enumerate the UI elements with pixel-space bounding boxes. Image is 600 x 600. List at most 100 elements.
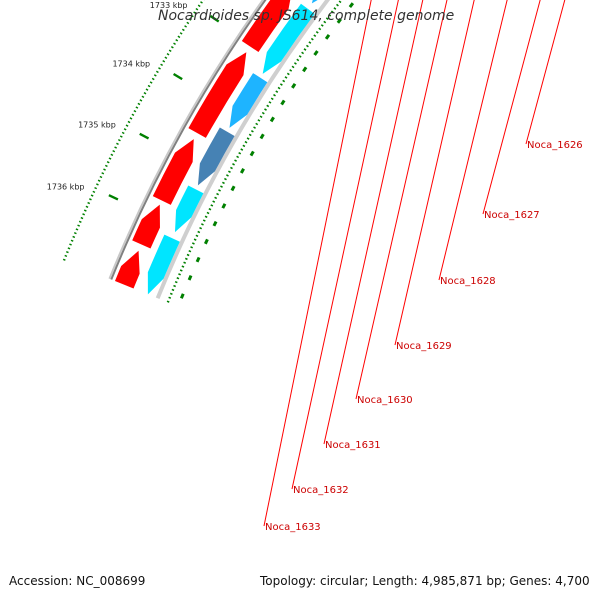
gc-dash — [193, 238, 197, 241]
gc-dash — [101, 172, 105, 175]
gc-dash — [181, 28, 185, 32]
gc-dash — [183, 261, 187, 264]
gc-dash — [242, 144, 246, 148]
gc-dash — [179, 32, 183, 35]
gc-skew-dash — [212, 220, 218, 227]
reverse-gene-2 — [174, 185, 204, 233]
gc-dash — [168, 296, 172, 299]
gc-dash — [212, 200, 216, 203]
gc-dash — [64, 254, 68, 258]
gc-dash — [73, 232, 77, 235]
gc-skew-dash — [302, 66, 308, 73]
gc-dash — [123, 128, 127, 131]
reverse-gene-5 — [262, 3, 315, 74]
gc-dash — [87, 201, 91, 205]
gc-dash — [246, 137, 250, 140]
gc-dash — [197, 230, 201, 234]
gc-dash — [110, 153, 114, 157]
gc-dash — [320, 24, 324, 27]
reverse-gene-3 — [197, 127, 235, 186]
gc-dash — [186, 21, 190, 25]
gc-dash — [226, 174, 229, 177]
gc-skew-dash — [204, 238, 209, 245]
gc-dash — [240, 148, 244, 151]
gc-dash — [289, 69, 293, 72]
gc-dash — [125, 124, 129, 127]
gc-dash — [318, 27, 322, 31]
gc-skew-dash — [259, 133, 265, 140]
scale-tick-label: 1734 kbp — [112, 60, 150, 69]
gc-skew-dash — [239, 168, 245, 174]
gc-dash — [160, 63, 164, 67]
gc-dash — [78, 220, 82, 223]
gc-skew-dash — [249, 150, 255, 157]
gc-dash — [89, 198, 92, 201]
gc-dash — [92, 190, 96, 194]
gc-dash — [164, 56, 168, 60]
gc-dash — [195, 7, 199, 11]
outer-dotted-track — [62, 0, 205, 261]
forward-gene-1 — [114, 250, 140, 289]
gc-dash — [72, 235, 76, 239]
reverse-gene-6 — [311, 0, 318, 4]
gc-dash — [82, 213, 85, 216]
gene-label-noca-1627: Noca_1627 — [484, 210, 540, 221]
gc-dash — [97, 179, 101, 182]
gc-dash — [188, 18, 192, 21]
gc-dash — [218, 189, 221, 192]
gene-callout-line — [482, 0, 541, 215]
gc-dash — [282, 79, 286, 83]
gc-dash — [210, 204, 214, 207]
gene-label-noca-1630: Noca_1630 — [357, 395, 413, 406]
reverse-gene-1 — [147, 234, 180, 295]
gene-callout-line — [355, 0, 448, 400]
gc-dash — [147, 84, 151, 88]
gc-dash — [190, 14, 194, 18]
gc-dash — [108, 157, 112, 160]
gc-dash — [293, 62, 297, 65]
gc-skew-dash — [313, 50, 319, 56]
gene-label-noca-1629: Noca_1629 — [396, 341, 452, 352]
gc-dash — [69, 243, 72, 246]
gc-skew-dash — [348, 2, 355, 8]
gc-dash — [104, 164, 108, 168]
gene-callout-line — [438, 0, 508, 281]
gc-dash — [204, 215, 208, 219]
forward-gene-2 — [132, 204, 160, 249]
gc-dash — [174, 280, 178, 284]
gc-dash — [306, 44, 309, 48]
scale-tick-mark — [108, 194, 119, 201]
gc-dash — [184, 257, 188, 261]
gc-dash — [328, 13, 332, 17]
gc-skew-dash — [230, 185, 236, 192]
gc-dash — [220, 185, 223, 188]
scale-tick-label: 1735 kbp — [78, 120, 116, 129]
gc-dash — [173, 284, 176, 288]
gc-dash — [284, 76, 288, 79]
gc-dash — [181, 265, 185, 268]
gc-dash — [121, 131, 125, 135]
gc-dash — [83, 209, 87, 212]
gene-label-noca-1631: Noca_1631 — [325, 440, 381, 451]
gc-dash — [259, 115, 263, 119]
gene-label-noca-1626: Noca_1626 — [527, 140, 583, 151]
gc-dash — [153, 74, 157, 77]
gc-dash — [238, 151, 242, 155]
gc-dash — [208, 207, 212, 211]
gc-dash — [333, 7, 337, 10]
gc-dash — [313, 34, 317, 38]
gc-dash — [248, 133, 252, 137]
gc-dash — [99, 175, 103, 179]
gc-dash — [135, 106, 139, 109]
gene-callout-line — [323, 0, 424, 445]
gc-dash — [200, 1, 203, 4]
forward-gene-3 — [152, 139, 194, 205]
gc-dash — [137, 102, 141, 106]
scale-ticks: 1725 kbp1726 kbp1727 kbp1728 kbp1729 kbp… — [47, 1, 220, 201]
gc-skew-dash — [195, 256, 201, 263]
gc-skew-marks — [179, 2, 355, 299]
gene-callout-line — [394, 0, 475, 346]
gc-dash — [179, 269, 183, 272]
